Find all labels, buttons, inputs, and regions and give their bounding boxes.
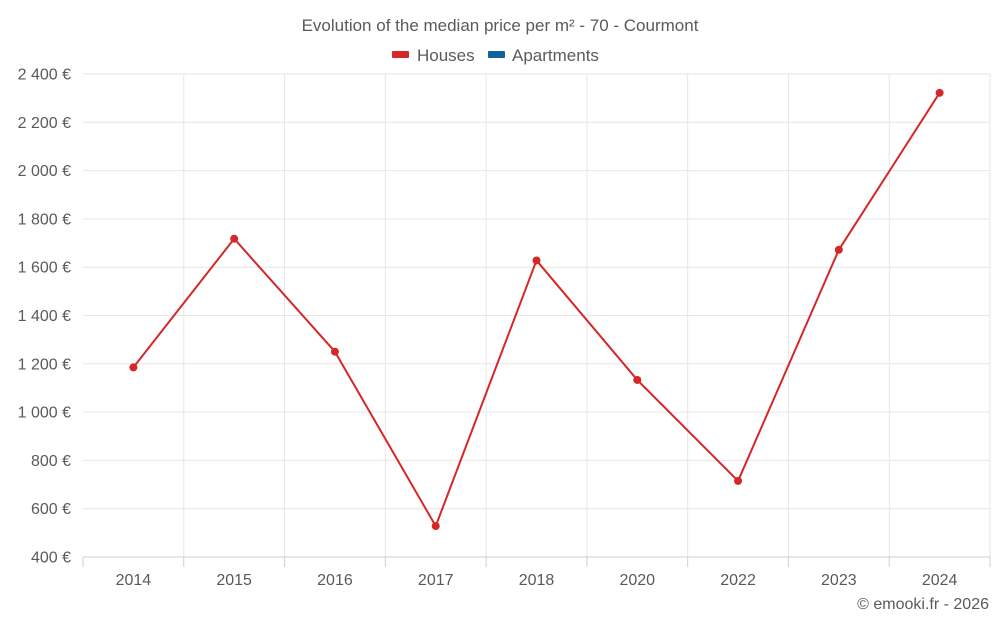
series-line-houses [132, 92, 941, 528]
data-point-houses[interactable] [230, 234, 239, 243]
x-tick-label: 2014 [116, 572, 152, 589]
y-tick-label: 2 000 € [18, 163, 71, 180]
data-point-houses[interactable] [431, 522, 440, 531]
x-tick-label: 2022 [720, 572, 756, 589]
grid [83, 73, 991, 557]
series-layer [129, 88, 944, 531]
data-point-houses[interactable] [935, 88, 944, 97]
legend-item-houses[interactable]: Houses [392, 46, 475, 65]
y-tick-label: 1 200 € [18, 356, 71, 373]
y-tick-label: 2 400 € [18, 67, 71, 84]
data-point-houses[interactable] [330, 347, 339, 356]
x-tick-label: 2023 [821, 572, 857, 589]
y-tick-label: 1 800 € [18, 211, 71, 228]
legend-label-houses: Houses [417, 46, 475, 65]
x-tick-label: 2016 [317, 572, 353, 589]
axes: 400 € 600 € 800 € 1 000 € 1 200 € 1 400 € 1 60… [18, 67, 991, 589]
x-tick-label: 2018 [519, 572, 555, 589]
data-point-houses[interactable] [532, 256, 541, 265]
data-point-houses[interactable] [129, 363, 138, 372]
y-tick-label: 1 600 € [18, 260, 71, 277]
legend-swatch-houses [392, 51, 409, 58]
data-point-houses[interactable] [834, 245, 843, 254]
data-point-houses[interactable] [734, 476, 743, 485]
legend-item-apartments[interactable]: Apartments [488, 46, 599, 65]
y-tick-label: 800 € [31, 453, 71, 470]
y-tick-label: 2 200 € [18, 115, 71, 132]
legend-label-apartments: Apartments [512, 46, 599, 65]
y-tick-label: 600 € [31, 501, 71, 518]
y-tick-label: 1 000 € [18, 405, 71, 422]
x-tick-label: 2024 [922, 572, 958, 589]
chart-title: Evolution of the median price per m² - 7… [302, 16, 699, 35]
x-tick-label: 2015 [216, 572, 252, 589]
legend: Houses Apartments [392, 46, 599, 65]
y-tick-label: 1 400 € [18, 308, 71, 325]
y-tick-label: 400 € [31, 550, 71, 567]
legend-swatch-apartments [488, 51, 505, 58]
data-point-houses[interactable] [633, 375, 642, 384]
x-tick-label: 2017 [418, 572, 454, 589]
x-tick-label: 2020 [619, 572, 655, 589]
footer-credit: © emooki.fr - 2026 [857, 596, 989, 613]
